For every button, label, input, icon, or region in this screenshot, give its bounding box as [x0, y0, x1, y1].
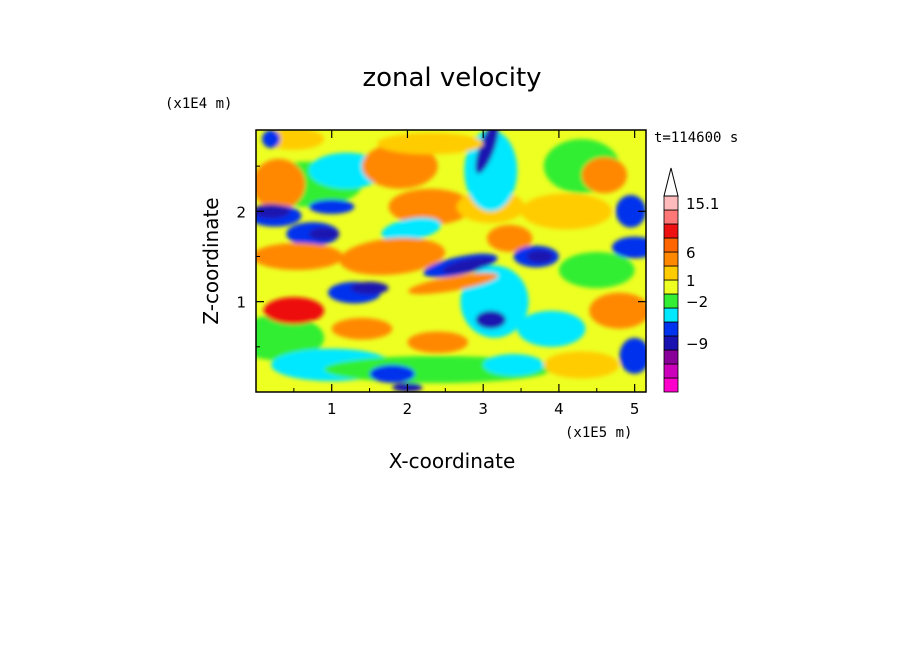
x-tick-label: 3	[478, 400, 488, 418]
field-blob	[339, 237, 446, 276]
field-blob	[407, 331, 469, 354]
y-tick-label: 1	[236, 294, 246, 312]
colorbar-segment	[663, 293, 679, 309]
colorbar-label: −2	[686, 293, 708, 311]
colorbar-segment	[663, 321, 679, 337]
y-tick-label: 2	[236, 203, 246, 221]
colorbar-segment	[663, 209, 679, 225]
x-axis-title: X-coordinate	[389, 449, 516, 473]
field-blob	[464, 130, 518, 212]
field-blob	[475, 310, 506, 329]
field-blob	[408, 272, 498, 295]
field-blob	[369, 364, 416, 383]
field-blob	[263, 297, 325, 325]
plot-frame	[255, 129, 647, 393]
x-unit-label: (x1E5 m)	[565, 425, 632, 441]
colorbar-segment	[663, 363, 679, 379]
y-axis-title: Z-coordinate	[199, 197, 223, 324]
field-blob	[256, 315, 325, 361]
field-blob	[362, 143, 438, 189]
field-blob	[262, 130, 281, 149]
field-blob	[611, 236, 646, 259]
x-tick-label: 2	[403, 400, 413, 418]
colorbar-segment	[663, 279, 679, 295]
field-blob	[309, 199, 355, 215]
field-blob	[615, 195, 646, 228]
field-blob	[581, 157, 628, 194]
colorbar-label: 6	[686, 244, 696, 262]
colorbar-segment	[663, 251, 679, 267]
x-tick-label: 4	[554, 400, 564, 418]
field-blob	[309, 227, 340, 241]
field-blob	[475, 130, 499, 174]
chart-title: zonal velocity	[362, 63, 541, 93]
colorbar-segment	[663, 349, 679, 365]
colorbar-segment	[663, 307, 679, 323]
field-blob	[483, 354, 544, 376]
field-blob	[521, 193, 612, 230]
colorbar-segment	[663, 335, 679, 351]
colorbar-segment	[663, 195, 679, 211]
colorbar-label: 15.1	[686, 195, 719, 213]
field-blob	[256, 158, 306, 210]
x-axis: 1 2 3 4 5	[293, 130, 640, 418]
field-blob	[543, 351, 620, 379]
field-blob	[526, 250, 554, 263]
field-blob	[517, 310, 586, 347]
colorbar-label: −9	[686, 335, 708, 353]
field-blob	[381, 217, 442, 242]
field-blob	[256, 242, 344, 271]
colorbar-extend-arrow	[663, 167, 679, 197]
x-tick-label: 1	[327, 400, 337, 418]
heatmap-field	[256, 130, 646, 392]
y-unit-label: (x1E4 m)	[165, 96, 232, 112]
field-blob	[377, 132, 484, 155]
colorbar-segment	[663, 265, 679, 281]
field-blob	[350, 281, 389, 295]
colorbar-segment	[663, 377, 679, 393]
field-blob	[619, 337, 646, 374]
field-blob	[331, 317, 393, 340]
field-blob	[589, 292, 646, 329]
field-blob	[486, 224, 533, 252]
field-blob	[388, 188, 472, 225]
colorbar-label: 1	[686, 272, 696, 290]
time-label: t=114600 s	[654, 130, 738, 146]
field-blob	[256, 204, 291, 219]
field-blobs	[256, 130, 646, 392]
y-axis: 12	[236, 165, 646, 348]
colorbar-segment	[663, 223, 679, 239]
field-blob	[558, 251, 635, 289]
colorbar-segment	[663, 237, 679, 253]
colorbar: 15.1 6 1 −2 −9	[663, 167, 719, 393]
field-blob	[442, 257, 494, 274]
x-tick-label: 5	[630, 400, 640, 418]
